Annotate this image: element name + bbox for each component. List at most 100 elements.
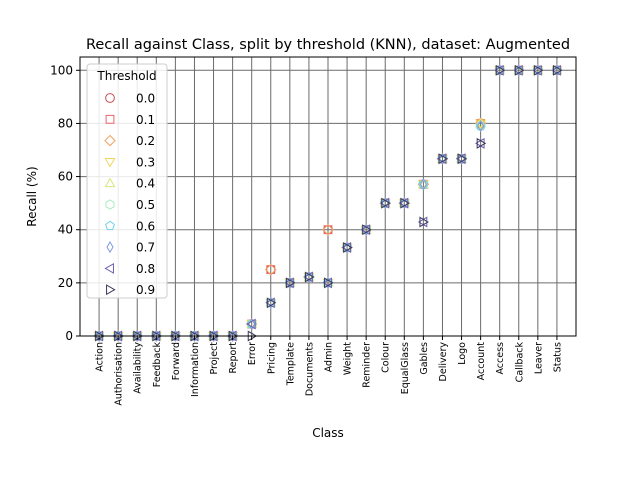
x-tick-label: Access (495, 342, 506, 375)
data-point (475, 137, 485, 149)
legend-marker (105, 114, 115, 124)
chart-title: Recall against Class, split by threshold… (86, 37, 570, 53)
data-point (551, 64, 561, 76)
legend-label: 0.5 (136, 198, 155, 212)
y-axis-label: Recall (%) (25, 166, 39, 226)
x-tick-label: Information (190, 342, 201, 397)
data-point (324, 277, 334, 289)
legend-marker (105, 199, 115, 210)
x-tick-label: Documents (304, 342, 315, 396)
data-point (514, 64, 525, 76)
x-tick-label: Colour (381, 342, 392, 373)
x-tick-label: Forward (171, 342, 182, 380)
legend-marker (104, 157, 116, 168)
data-point (343, 242, 353, 253)
data-point (552, 64, 563, 76)
x-tick-label: Project (209, 342, 220, 375)
data-point (533, 64, 544, 76)
data-point (436, 153, 447, 165)
x-tick-label: Status (552, 342, 563, 372)
data-point (417, 216, 428, 228)
data-point (381, 197, 391, 209)
data-point (495, 64, 506, 76)
data-point (532, 64, 542, 76)
legend-label: 0.1 (136, 113, 155, 127)
legend-marker (104, 262, 114, 274)
data-point (494, 64, 504, 76)
data-point (266, 265, 276, 274)
y-tick-label: 20 (58, 276, 73, 290)
data-point (379, 197, 390, 209)
x-tick-label: Gables (419, 342, 430, 375)
legend-label: 0.2 (136, 134, 155, 148)
series-0-9 (95, 64, 563, 342)
x-axis-label: Class (312, 426, 344, 440)
legend-label: 0.7 (136, 241, 155, 255)
legend-label: 0.3 (136, 155, 155, 169)
data-point (438, 153, 449, 165)
x-tick-label: Delivery (438, 342, 449, 382)
x-tick-label: Logo (457, 342, 468, 365)
legend-label: 0.0 (136, 92, 155, 106)
data-point (322, 277, 332, 289)
legend-title: Threshold (96, 69, 156, 83)
y-tick-label: 0 (65, 329, 73, 343)
data-point (419, 178, 427, 191)
x-tick-label: Callback (514, 342, 525, 383)
data-point (246, 318, 256, 330)
y-tick-label: 100 (50, 63, 73, 77)
legend: Threshold 0.0 0.1 0.2 0.3 0.4 0.5 0.6 0.7 0.8 0.9 (86, 63, 168, 299)
legend-label: 0.9 (136, 283, 155, 297)
x-tick-label: Authorisation (114, 342, 125, 406)
data-point (513, 64, 523, 76)
legend-label: 0.8 (136, 262, 155, 276)
data-point (419, 216, 429, 228)
data-point (362, 224, 372, 236)
x-tick-label: Action (95, 342, 106, 372)
x-tick-label: Weight (343, 342, 354, 375)
x-tick-label: Pricing (266, 342, 277, 374)
x-tick-label: Template (285, 342, 296, 387)
data-point (476, 137, 487, 149)
data-point (341, 242, 352, 253)
legend-box (86, 63, 168, 299)
data-point (400, 197, 410, 209)
x-tick-label: Reminder (362, 342, 373, 388)
legend-marker (106, 284, 116, 296)
x-tick-label: Leaver (533, 342, 544, 374)
y-axis-ticks: 0 20 40 60 80 100 (50, 63, 80, 343)
x-axis-ticks: Action Authorisation Availability Feedback F… (95, 336, 563, 406)
legend-label: 0.4 (136, 177, 155, 191)
legend-marker (106, 241, 114, 254)
y-tick-label: 80 (58, 116, 73, 130)
data-point (265, 297, 275, 309)
data-point (360, 224, 371, 236)
legend-marker (104, 177, 116, 188)
data-point (303, 271, 313, 283)
data-point (323, 225, 333, 235)
data-point (322, 223, 334, 236)
data-point (477, 120, 485, 133)
x-tick-label: Report (228, 342, 239, 374)
data-point (475, 120, 486, 131)
x-tick-label: Admin (324, 342, 335, 372)
x-tick-label: Feedback (152, 342, 163, 388)
data-point (265, 263, 277, 276)
legend-label: 0.6 (136, 219, 155, 233)
data-point (418, 179, 429, 189)
x-tick-label: Availability (133, 342, 144, 394)
y-tick-label: 60 (58, 170, 73, 184)
x-tick-label: Error (247, 342, 258, 365)
data-point (304, 271, 315, 283)
x-tick-label: Account (476, 342, 487, 381)
legend-marker (105, 220, 115, 231)
data-point (455, 153, 466, 165)
data-point (284, 277, 294, 289)
data-point (398, 197, 409, 209)
data-point (266, 297, 277, 309)
data-point (285, 277, 296, 289)
y-tick-label: 40 (58, 223, 73, 237)
legend-marker (104, 134, 116, 147)
data-point (457, 153, 468, 165)
